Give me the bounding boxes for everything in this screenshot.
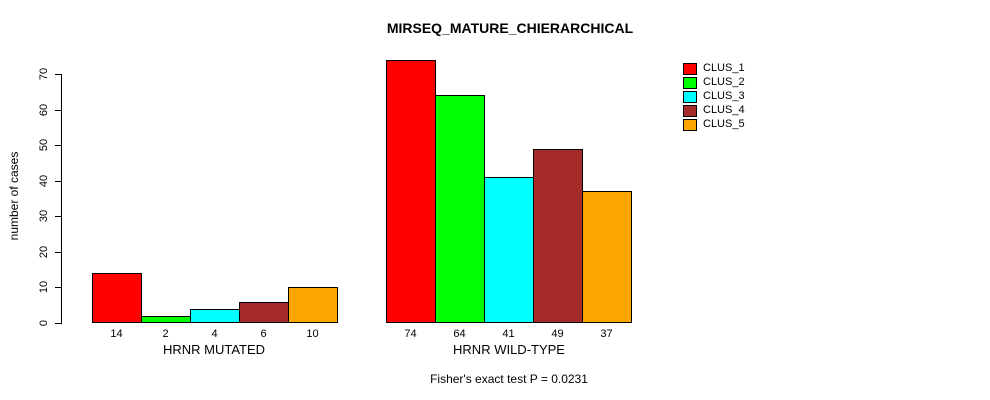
y-tick-label: 50 [38, 138, 50, 152]
legend-label-clus_5: CLUS_5 [703, 118, 745, 130]
legend-label-clus_1: CLUS_1 [703, 62, 745, 74]
y-tick-label: 40 [38, 174, 50, 188]
y-tick [55, 287, 62, 288]
legend-swatch-clus_3 [683, 91, 697, 103]
y-tick [55, 74, 62, 75]
bar-clus_3-mutated [190, 309, 240, 323]
bar-clus_5-mutated [288, 287, 338, 323]
legend-swatch-clus_4 [683, 105, 697, 117]
bar-value-label: 2 [162, 328, 169, 340]
y-tick [55, 181, 62, 182]
y-tick-label: 70 [38, 67, 50, 81]
bar-clus_4-mutated [239, 302, 289, 323]
bar-value-label: 37 [600, 328, 613, 340]
legend-label-clus_2: CLUS_2 [703, 76, 745, 88]
bar-clus_1-mutated [92, 273, 142, 323]
y-tick-label: 20 [38, 245, 50, 259]
x-group-label-mutated: HRNR MUTATED [162, 342, 266, 357]
bar-value-label: 4 [211, 328, 218, 340]
bar-clus_2-mutated [141, 316, 191, 323]
legend-label-clus_4: CLUS_4 [703, 104, 745, 116]
bar-value-label: 64 [453, 328, 466, 340]
bar-clus_4-wildtype [533, 149, 583, 323]
legend-swatch-clus_2 [683, 77, 697, 89]
bar-clus_2-wildtype [435, 95, 485, 323]
legend-label-clus_3: CLUS_3 [703, 90, 745, 102]
y-tick-label: 0 [38, 319, 50, 327]
y-tick [55, 252, 62, 253]
y-tick [55, 145, 62, 146]
y-tick-label: 30 [38, 209, 50, 223]
y-axis-label: number of cases [7, 151, 21, 241]
bar-value-label: 6 [260, 328, 267, 340]
chart-title: MIRSEQ_MATURE_CHIERARCHICAL [386, 20, 634, 36]
bar-value-label: 74 [404, 328, 417, 340]
y-tick [55, 110, 62, 111]
bar-value-label: 14 [110, 328, 123, 340]
legend-swatch-clus_5 [683, 119, 697, 131]
bar-clus_5-wildtype [582, 191, 632, 323]
bar-value-label: 10 [306, 328, 319, 340]
y-tick-label: 10 [38, 280, 50, 294]
bar-value-label: 49 [551, 328, 564, 340]
y-tick [55, 216, 62, 217]
bar-value-label: 41 [502, 328, 515, 340]
y-axis-line [61, 74, 62, 324]
legend-swatch-clus_1 [683, 63, 697, 75]
bar-clus_3-wildtype [484, 177, 534, 323]
x-group-label-wildtype: HRNR WILD-TYPE [453, 342, 565, 357]
footer-caption: Fisher's exact test P = 0.0231 [430, 372, 588, 386]
y-tick-label: 60 [38, 103, 50, 117]
y-tick [55, 323, 62, 324]
bar-clus_1-wildtype [386, 60, 436, 323]
